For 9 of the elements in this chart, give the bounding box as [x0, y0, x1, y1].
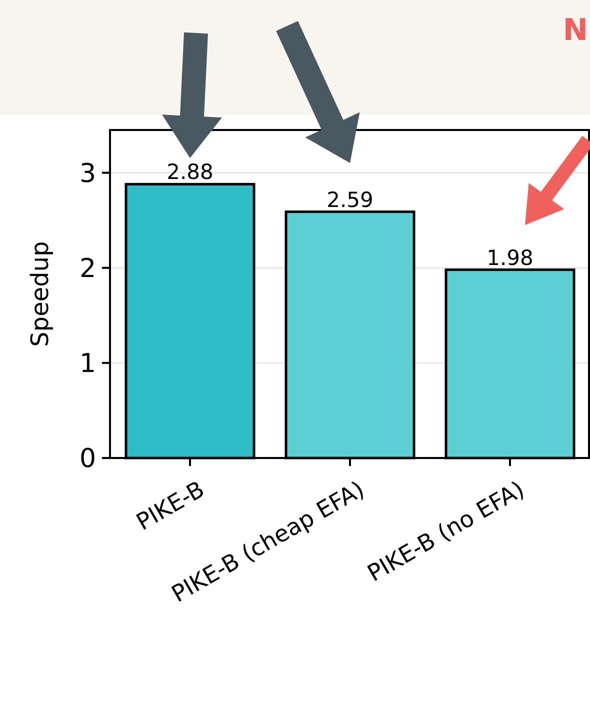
y-tick-label: 1 — [79, 349, 96, 380]
data-label: 2.59 — [326, 188, 374, 212]
y-tick-label: 0 — [79, 444, 96, 474]
data-label: 1.98 — [486, 246, 534, 270]
data-label: 2.88 — [166, 160, 214, 184]
y-tick-label: 3 — [79, 158, 96, 189]
y-axis-title: Speedup — [26, 241, 54, 347]
y-tick-label: 2 — [79, 254, 96, 284]
text: N — [562, 13, 588, 48]
